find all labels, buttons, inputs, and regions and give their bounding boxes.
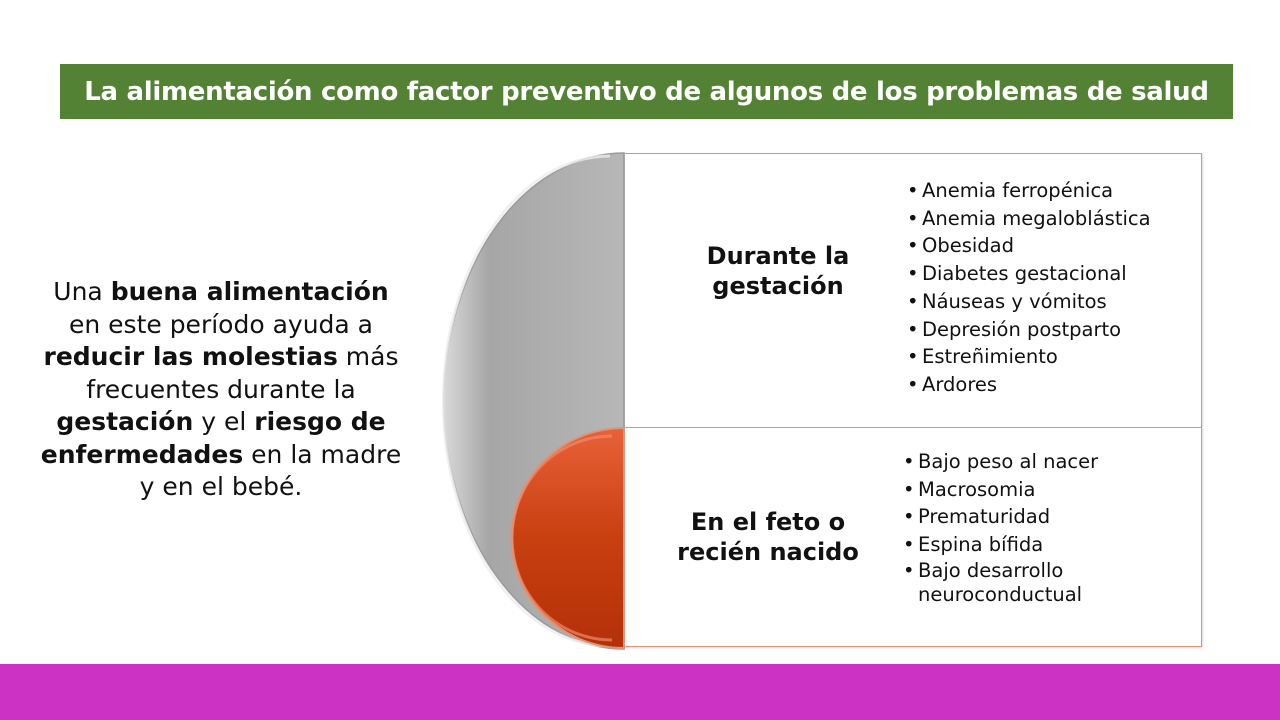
- intro-text: y en el bebé.: [139, 472, 303, 501]
- section-box-newborn: En el feto o recién nacido Bajo peso al …: [624, 427, 1202, 647]
- intro-paragraph: Una buena alimentación en este período a…: [30, 276, 412, 504]
- list-item: Macrosomia: [903, 476, 1118, 504]
- intro-emphasis: riesgo de: [254, 407, 386, 436]
- section-heading: Durante la gestación: [706, 242, 850, 300]
- intro-text: y el: [193, 407, 255, 436]
- intro-text: más: [337, 342, 399, 371]
- intro-emphasis: gestación: [56, 407, 194, 436]
- list-item: Obesidad: [907, 232, 1151, 260]
- list-item: Anemia megaloblástica: [907, 205, 1151, 233]
- list-item: Bajo peso al nacer: [903, 448, 1118, 476]
- intro-text: en la madre: [243, 439, 402, 469]
- intro-emphasis: enfermedades: [40, 439, 244, 469]
- list-item: Depresión postparto: [907, 316, 1151, 344]
- list-item: Espina bífida: [903, 531, 1118, 559]
- list-item: Náuseas y vómitos: [907, 288, 1151, 316]
- intro-text: frecuentes durante la: [86, 374, 356, 404]
- intro-emphasis: buena alimentación: [110, 277, 389, 306]
- title-bar: La alimentación como factor preventivo d…: [60, 64, 1233, 119]
- intro-text: en este período ayuda a: [68, 309, 373, 339]
- slide-title: La alimentación como factor preventivo d…: [84, 76, 1209, 107]
- intro-text: Una: [53, 277, 111, 306]
- intro-emphasis: reducir las molestias: [43, 342, 338, 371]
- list-item: Prematuridad: [903, 503, 1118, 531]
- condition-list: Bajo peso al nacer Macrosomia Prematurid…: [903, 448, 1118, 607]
- condition-list: Anemia ferropénica Anemia megaloblástica…: [907, 177, 1151, 399]
- gray-semicircle-highlight: [441, 154, 611, 648]
- bottom-strip: [0, 664, 1280, 720]
- list-item: Ardores: [907, 371, 1151, 399]
- list-item: Bajo desarrollo neuroconductual: [903, 559, 1118, 607]
- list-item: Anemia ferropénica: [907, 177, 1151, 205]
- section-heading: En el feto o recién nacido: [677, 508, 859, 566]
- list-item: Diabetes gestacional: [907, 260, 1151, 288]
- red-semicircle-highlight: [510, 434, 613, 642]
- list-item: Estreñimiento: [907, 343, 1151, 371]
- section-box-gestation: Durante la gestación Anemia ferropénica …: [624, 153, 1202, 427]
